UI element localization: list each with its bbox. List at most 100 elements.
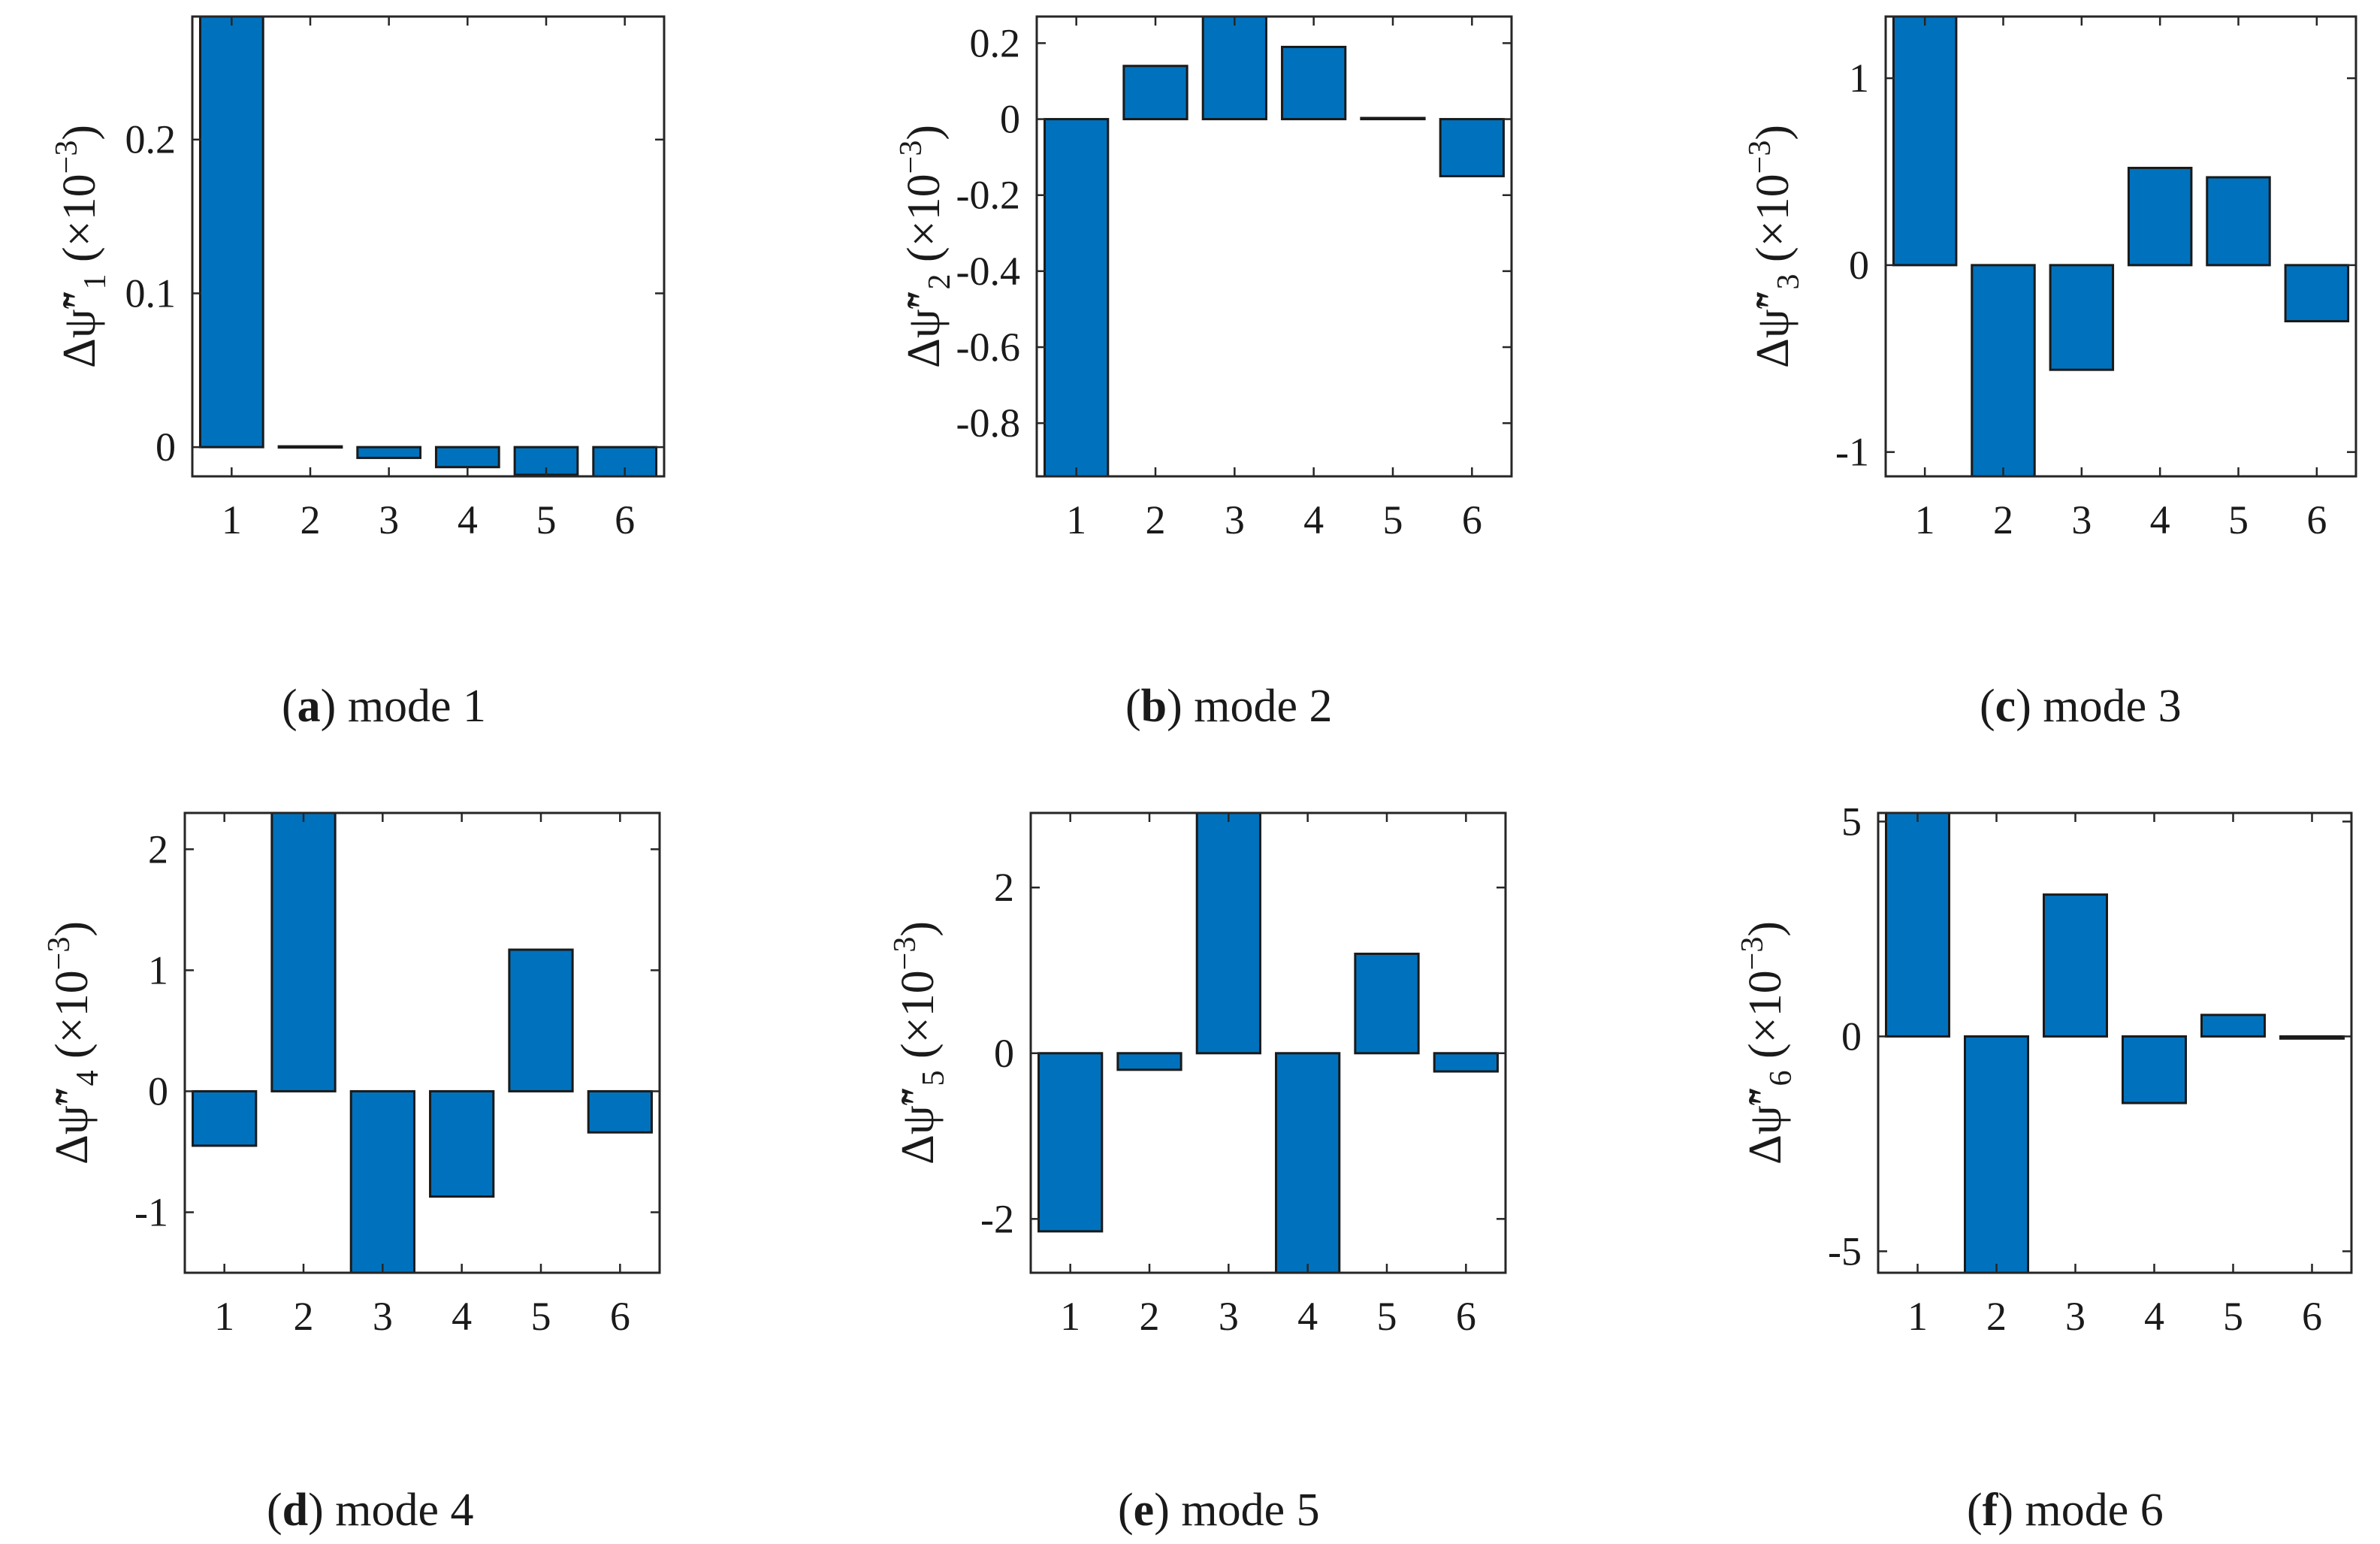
caption-close: )	[1154, 1485, 1170, 1536]
x-tick-label: 1	[1907, 1294, 1928, 1339]
y-label-exp: −3	[42, 937, 77, 971]
y-label-sub: 4	[71, 1070, 105, 1086]
x-tick-label: 4	[458, 497, 478, 542]
y-axis-label: Δψ̃″2 (×10−3)	[894, 125, 957, 368]
x-tick-label: 3	[1225, 497, 1245, 542]
bar-1	[1885, 813, 1950, 1038]
panel-mode-6: 1 2 3 4 5 6 -5 0 5 Δψ̃″6 (×10−3) (f) mode 6	[1593, 772, 2380, 1544]
x-tick-label: 1	[214, 1294, 234, 1339]
bar-1	[1037, 1052, 1104, 1233]
y-tick-label: -5	[1828, 1228, 1862, 1274]
y-axis-label: Δψ̃″6 (×10−3)	[1735, 921, 1799, 1165]
y-label-sub: 3	[1771, 273, 1806, 289]
x-tick-label: 2	[1993, 497, 2013, 542]
bars	[1037, 813, 1499, 1273]
y-label-exp: −3	[1735, 937, 1770, 971]
bars	[1885, 813, 2345, 1273]
y-label-unit: (×10	[47, 970, 98, 1070]
bars	[1044, 17, 1505, 476]
caption-mode-1: (a) mode 1	[282, 680, 486, 733]
y-label-sub: 6	[1764, 1070, 1799, 1086]
y-tick-label: 0	[1000, 97, 1020, 142]
bar-2	[1971, 264, 2036, 476]
chart-mode-2: 1 2 3 4 5 6-0.8-0.6-0.4-0.200.2Δψ̃″2 (×10−3)	[894, 15, 1513, 542]
y-axis-label: Δψ̃″3 (×10−3)	[1743, 125, 1806, 368]
y-label-close: )	[1740, 921, 1791, 937]
x-tick-label: 4	[2144, 1294, 2164, 1339]
x-tick-label: 3	[2065, 1294, 2086, 1339]
caption-mode-3: (c) mode 3	[1980, 680, 2182, 733]
y-label-unit: (×10	[899, 174, 950, 273]
y-axis-label: Δψ̃″5 (×10−3)	[888, 921, 951, 1165]
bar-2	[270, 813, 337, 1092]
bar-1	[192, 1089, 258, 1147]
x-tick-label: 6	[615, 497, 635, 542]
y-label-symbol: Δψ̃″	[899, 289, 950, 368]
bar-2	[1116, 1052, 1182, 1071]
y-tick-label: 0	[1841, 1014, 1862, 1059]
caption-close: )	[1998, 1485, 2013, 1536]
y-tick-label: 2	[994, 865, 1014, 910]
x-tick-label: 3	[2071, 497, 2092, 542]
x-tick-label: 5	[1377, 1294, 1397, 1339]
x-tick-label: 1	[1066, 497, 1086, 542]
x-tick-label: 2	[294, 1294, 314, 1339]
caption-tag: d	[282, 1485, 309, 1536]
bars	[192, 813, 653, 1273]
caption-text: mode 1	[336, 681, 487, 732]
y-label-close: )	[899, 125, 950, 141]
x-tick-label: 3	[379, 497, 399, 542]
y-label-unit: (×10	[892, 970, 944, 1070]
x-tick-label: 2	[1146, 497, 1166, 542]
panel-mode-2: 1 2 3 4 5 6 -0.8 -0.6 -0.4 -0.2 0 0.2 Δψ̃″2 (×10−3) …	[796, 0, 1593, 772]
caption-text: mode 6	[2013, 1485, 2164, 1536]
x-tick-label: 4	[1297, 1294, 1318, 1339]
caption-tag: e	[1133, 1485, 1155, 1536]
bar-5	[2200, 1014, 2266, 1038]
y-tick-label: 0	[1849, 243, 1869, 288]
bar-5	[1354, 952, 1420, 1055]
caption-text: mode 3	[2031, 681, 2182, 732]
axes-box	[1877, 811, 2353, 1274]
bar-6	[2284, 264, 2350, 323]
y-tick-label: 1	[148, 947, 168, 993]
x-tick-label: 2	[301, 497, 321, 542]
y-tick-label: 0.2	[970, 20, 1021, 65]
x-tick-label: 1	[1060, 1294, 1080, 1339]
y-label-exp: −3	[50, 141, 84, 174]
y-label-exp: −3	[894, 141, 929, 174]
bar-2	[1122, 65, 1188, 121]
bar-5	[508, 948, 574, 1092]
x-tick-label: 1	[222, 497, 242, 542]
caption-close: )	[320, 681, 337, 732]
caption-open: (	[282, 681, 298, 732]
bar-3	[2043, 893, 2108, 1038]
bar-5	[1360, 116, 1426, 121]
bar-6	[1433, 1052, 1499, 1073]
bar-3	[356, 446, 422, 459]
bar-4	[2127, 167, 2193, 267]
bar-2	[1964, 1035, 2029, 1273]
y-label-close: )	[892, 921, 944, 937]
bar-3	[2049, 264, 2115, 371]
y-label-close: )	[47, 921, 98, 937]
bar-4	[429, 1089, 495, 1198]
chart-mode-1: 1 2 3 4 5 600.10.2Δψ̃″1 (×10−3)	[50, 15, 666, 542]
y-label-exp: −3	[1743, 141, 1777, 174]
y-label-exp: −3	[888, 937, 923, 971]
caption-open: (	[267, 1485, 282, 1536]
axes-box	[1035, 15, 1513, 478]
panel-mode-1: 1 2 3 4 5 6 0 0.1 0.2 Δψ̃″1 (×10−3) (a) mode 1	[0, 0, 796, 772]
x-tick-label: 3	[1219, 1294, 1239, 1339]
caption-mode-6: (f) mode 6	[1967, 1484, 2164, 1537]
y-label-unit: (×10	[54, 174, 105, 273]
bar-2	[277, 445, 343, 449]
bar-4	[2122, 1035, 2187, 1104]
caption-text: mode 2	[1182, 681, 1333, 732]
bars	[1892, 17, 2350, 476]
axes-box	[191, 15, 666, 478]
y-label-sub: 1	[78, 273, 113, 289]
y-tick-label: 0.1	[125, 270, 177, 316]
